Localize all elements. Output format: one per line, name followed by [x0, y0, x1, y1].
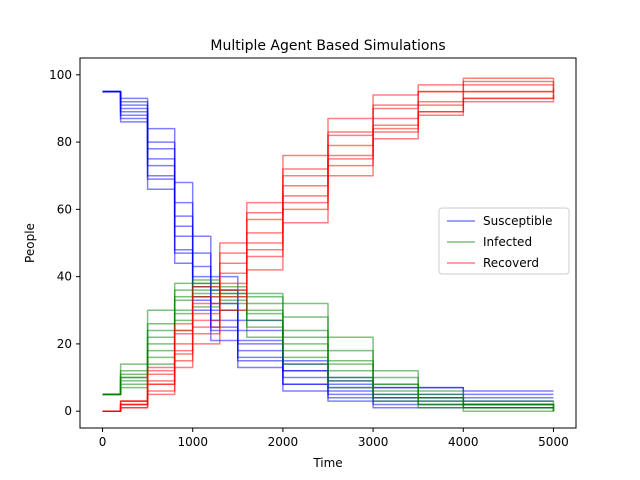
- y-tick-label: 100: [49, 68, 72, 82]
- y-tick-label: 0: [64, 404, 72, 418]
- legend-label-recoverd: Recoverd: [483, 256, 539, 270]
- y-tick-label: 20: [57, 337, 72, 351]
- legend-box: [438, 207, 570, 275]
- series-line-infected-run-7: [102, 282, 555, 412]
- series-line-recoverd-run-7: [102, 78, 555, 412]
- x-axis-label: Time: [312, 456, 342, 470]
- y-axis-label: People: [23, 223, 37, 263]
- legend-label-susceptible: Susceptible: [483, 214, 552, 228]
- series-line-recoverd-run-8: [102, 88, 555, 412]
- axes-frame: [79, 57, 577, 429]
- y-tick-label: 40: [57, 270, 72, 284]
- plot-lines: [102, 77, 555, 412]
- y-tick-label: 80: [57, 135, 72, 149]
- chart-title: Multiple Agent Based Simulations: [210, 38, 445, 54]
- x-axis: 0 1000 2000 3000 4000 5000: [99, 428, 569, 449]
- x-tick-label: 5000: [538, 435, 569, 449]
- legend-label-infected: Infected: [483, 235, 532, 249]
- x-tick-label: 4000: [448, 435, 479, 449]
- x-tick-label: 2000: [268, 435, 299, 449]
- x-tick-label: 3000: [358, 435, 389, 449]
- x-tick-label: 0: [99, 435, 107, 449]
- legend: Susceptible Infected Recoverd: [438, 207, 570, 275]
- y-axis: 0 20 40 60 80 100: [49, 68, 80, 418]
- y-tick-label: 60: [57, 202, 72, 216]
- x-tick-label: 1000: [177, 435, 208, 449]
